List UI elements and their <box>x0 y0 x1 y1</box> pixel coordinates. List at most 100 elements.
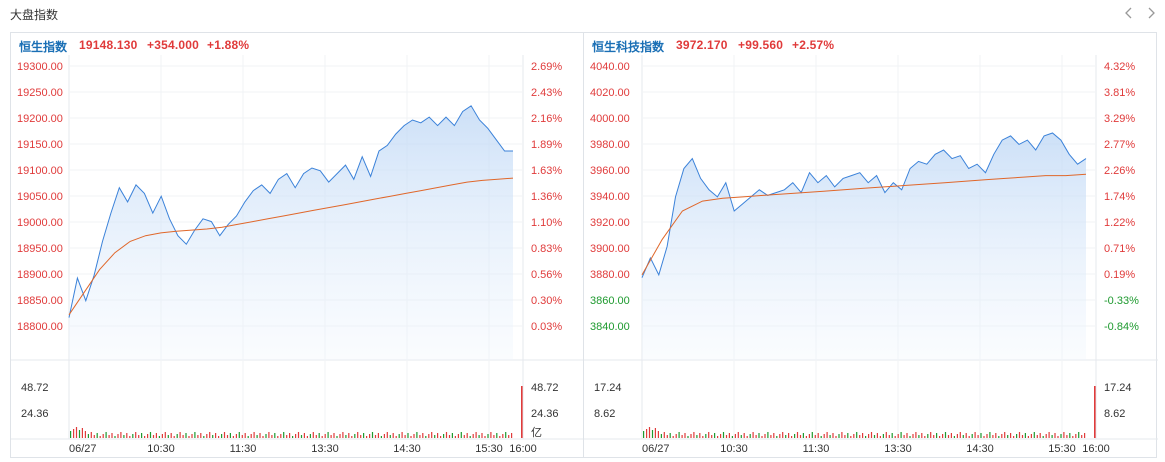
volume-bar <box>93 435 95 438</box>
volume-bar <box>743 433 745 438</box>
price-tick-label: 3880.00 <box>590 269 630 281</box>
volume-bar <box>398 434 400 438</box>
volume-bar <box>345 435 347 438</box>
volume-bar <box>651 430 654 438</box>
volume-bar <box>773 433 775 438</box>
volume-bar <box>218 436 220 438</box>
chart-svg: 4040.00 4.32% 4020.00 3.81% 4000.00 3.29% 3980… <box>584 55 1158 455</box>
volume-bar <box>959 432 961 438</box>
volume-bar <box>953 436 955 438</box>
next-button[interactable] <box>1142 4 1160 22</box>
pct-tick-label: 2.16% <box>531 113 562 125</box>
volume-bar <box>410 436 412 438</box>
volume-bar <box>666 435 668 438</box>
pct-tick-label: 0.83% <box>531 243 562 255</box>
volume-bar <box>826 432 828 438</box>
volume-bar <box>342 432 344 438</box>
pct-tick-label: 1.74% <box>1104 191 1135 203</box>
volume-bar <box>348 433 350 438</box>
volume-bar <box>939 436 941 438</box>
volume-bar <box>705 434 707 438</box>
volume-bar <box>469 436 471 438</box>
hstech-chart-panel[interactable]: 4040.00 4.32% 4020.00 3.81% 4000.00 3.29% 3980… <box>583 32 1158 458</box>
volume-bar <box>1057 436 1059 438</box>
time-tick-label: 13:30 <box>884 443 912 455</box>
volume-bar <box>930 432 932 438</box>
volume-bar <box>873 435 876 438</box>
volume-bar <box>1036 435 1038 438</box>
volume-tick-label: 48.72 <box>21 382 49 394</box>
volume-bar <box>740 435 742 438</box>
volume-bar <box>663 432 665 438</box>
pct-tick-label: 0.71% <box>1104 243 1135 255</box>
volume-bar <box>451 433 453 438</box>
volume-bar <box>918 435 920 438</box>
volume-bar <box>188 436 190 438</box>
volume-bar <box>292 436 294 438</box>
volume-bar <box>229 433 231 438</box>
volume-bar <box>321 436 323 438</box>
volume-bar <box>431 432 433 438</box>
volume-bar <box>829 435 831 438</box>
volume-bar <box>888 435 890 438</box>
hsi-chart-panel[interactable]: 19300.00 2.69% 19250.00 2.43% 19200.00 2.16% 1… <box>10 32 585 458</box>
volume-bar <box>989 432 991 438</box>
volume-bar <box>876 433 878 438</box>
pct-tick-label: 1.36% <box>531 191 562 203</box>
volume-bar <box>1066 435 1068 438</box>
pct-tick-label: 1.89% <box>531 139 562 151</box>
closing-volume-bar <box>1094 386 1096 438</box>
pct-tick-label: -0.84% <box>1104 321 1139 333</box>
volume-bar <box>280 434 282 438</box>
prev-button[interactable] <box>1120 4 1138 22</box>
volume-bar <box>761 436 763 438</box>
volume-bar <box>690 434 692 438</box>
volume-bar <box>1001 434 1003 438</box>
time-tick-label: 06/27 <box>642 443 670 455</box>
volume-bar <box>416 432 418 438</box>
volume-bar <box>983 436 985 438</box>
pct-tick-label: 2.69% <box>531 61 562 73</box>
pct-tick-label: 0.30% <box>531 295 562 307</box>
volume-bar <box>244 433 246 438</box>
volume-bar <box>508 435 510 438</box>
volume-bar <box>794 434 796 438</box>
volume-bar <box>389 435 391 438</box>
pct-tick-label: 0.19% <box>1104 269 1135 281</box>
volume-bar <box>182 435 184 438</box>
index-change: +99.560 <box>738 38 784 52</box>
volume-bar <box>891 433 893 438</box>
volume-bar <box>173 436 175 438</box>
volume-bar <box>782 432 784 438</box>
volume-bar <box>253 432 255 438</box>
volume-bar <box>366 436 368 438</box>
chart-svg: 19300.00 2.69% 19250.00 2.43% 19200.00 2.16% 1… <box>11 55 585 455</box>
volume-bar <box>755 435 757 438</box>
volume-bar <box>1042 436 1044 438</box>
volume-bar <box>374 435 377 438</box>
volume-bar <box>132 434 134 438</box>
section-title: 大盘指数 <box>10 8 59 22</box>
pct-tick-label: 0.56% <box>531 269 562 281</box>
volume-bar <box>70 431 72 438</box>
volume-bar <box>221 434 223 438</box>
volume-bar <box>1045 434 1047 438</box>
volume-bar <box>770 435 772 438</box>
volume-tick-label-right: 17.24 <box>1104 382 1132 394</box>
volume-bar <box>185 433 187 438</box>
volume-bar <box>425 436 427 438</box>
volume-bar <box>413 434 415 438</box>
volume-bar <box>986 434 988 438</box>
volume-bar <box>289 433 291 438</box>
volume-bar <box>814 435 816 438</box>
volume-bar <box>1010 433 1012 438</box>
volume-bar <box>776 436 778 438</box>
volume-bar <box>511 433 513 438</box>
volume-tick-label: 17.24 <box>594 382 622 394</box>
volume-bar <box>702 436 704 438</box>
time-tick-label: 15:30 <box>1048 443 1076 455</box>
volume-bar <box>1030 434 1032 438</box>
volume-bar <box>99 436 101 438</box>
volume-bar <box>330 435 332 438</box>
volume-bar <box>383 434 385 438</box>
